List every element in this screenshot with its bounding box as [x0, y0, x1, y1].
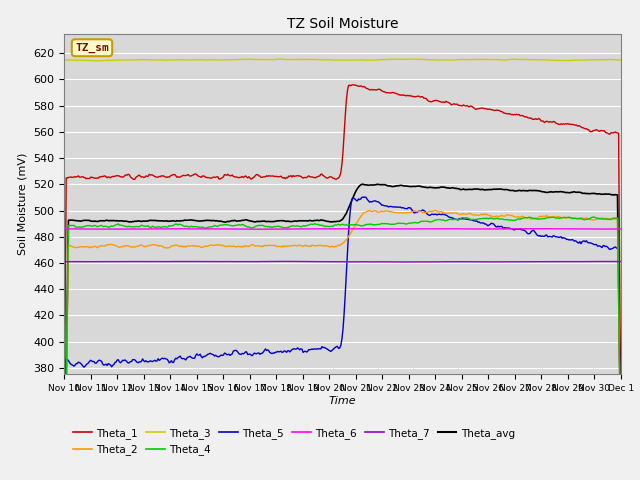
- Theta_1: [349, 82, 356, 88]
- Line: Theta_4: Theta_4: [64, 217, 621, 480]
- Theta_7: [60, 259, 68, 264]
- Theta_6: [68, 226, 76, 232]
- Text: TZ_sm: TZ_sm: [75, 43, 109, 53]
- Theta_5: [529, 228, 536, 234]
- Y-axis label: Soil Moisture (mV): Soil Moisture (mV): [17, 153, 28, 255]
- Theta_7: [386, 259, 394, 264]
- Theta_3: [269, 57, 277, 62]
- Theta_7: [301, 259, 309, 264]
- Line: Theta_1: Theta_1: [64, 85, 621, 453]
- Theta_6: [544, 226, 552, 231]
- Theta_avg: [268, 219, 276, 225]
- Theta_1: [617, 424, 625, 430]
- Theta_1: [60, 450, 68, 456]
- Theta_4: [527, 215, 535, 220]
- Theta_7: [324, 259, 332, 264]
- Theta_6: [617, 226, 625, 232]
- Theta_5: [68, 362, 76, 368]
- Theta_avg: [518, 188, 526, 193]
- Theta_2: [518, 213, 526, 219]
- Theta_2: [617, 459, 625, 465]
- Theta_3: [520, 57, 527, 62]
- Theta_3: [68, 57, 76, 63]
- Theta_2: [365, 207, 373, 213]
- Theta_7: [68, 259, 76, 264]
- Theta_6: [518, 226, 526, 232]
- Theta_6: [269, 226, 277, 232]
- Theta_4: [385, 221, 392, 227]
- Theta_6: [324, 226, 332, 232]
- Line: Theta_6: Theta_6: [64, 228, 621, 229]
- Theta_4: [268, 225, 276, 230]
- Theta_1: [268, 173, 276, 179]
- Theta_6: [60, 226, 68, 232]
- Theta_2: [324, 243, 332, 249]
- Theta_avg: [529, 188, 536, 193]
- Theta_7: [529, 259, 537, 264]
- Theta_avg: [68, 217, 76, 223]
- Theta_4: [68, 222, 76, 228]
- Theta_3: [97, 58, 104, 64]
- Line: Theta_avg: Theta_avg: [64, 184, 621, 480]
- Theta_7: [520, 259, 527, 264]
- Legend: Theta_1, Theta_2, Theta_3, Theta_4, Theta_5, Theta_6, Theta_7, Theta_avg: Theta_1, Theta_2, Theta_3, Theta_4, Thet…: [69, 424, 519, 459]
- Theta_5: [324, 346, 332, 352]
- Theta_6: [386, 226, 394, 232]
- Theta_5: [518, 227, 526, 233]
- Line: Theta_5: Theta_5: [64, 197, 621, 480]
- Theta_avg: [324, 218, 332, 224]
- Theta_1: [68, 175, 76, 180]
- Theta_3: [386, 57, 394, 62]
- Theta_1: [324, 175, 332, 181]
- Theta_5: [386, 204, 394, 209]
- Theta_2: [529, 216, 536, 221]
- Theta_avg: [373, 181, 381, 187]
- Theta_3: [529, 57, 537, 62]
- Theta_4: [617, 458, 625, 464]
- Theta_3: [324, 57, 332, 62]
- Theta_5: [268, 351, 276, 357]
- Theta_2: [268, 242, 276, 248]
- X-axis label: Time: Time: [328, 396, 356, 406]
- Theta_avg: [617, 443, 625, 449]
- Theta_1: [529, 116, 536, 122]
- Theta_3: [60, 57, 68, 63]
- Line: Theta_3: Theta_3: [64, 59, 621, 61]
- Theta_4: [589, 214, 597, 220]
- Theta_6: [529, 226, 536, 232]
- Theta_avg: [386, 183, 394, 189]
- Theta_7: [617, 259, 625, 264]
- Theta_5: [361, 194, 369, 200]
- Theta_6: [256, 227, 264, 232]
- Theta_7: [268, 259, 276, 264]
- Theta_3: [406, 56, 414, 62]
- Theta_2: [68, 243, 76, 249]
- Theta_1: [386, 90, 394, 96]
- Title: TZ Soil Moisture: TZ Soil Moisture: [287, 17, 398, 31]
- Theta_4: [517, 216, 525, 221]
- Theta_2: [386, 209, 394, 215]
- Theta_4: [324, 224, 332, 229]
- Theta_1: [518, 113, 526, 119]
- Theta_3: [617, 57, 625, 63]
- Line: Theta_2: Theta_2: [64, 210, 621, 480]
- Theta_7: [406, 259, 413, 265]
